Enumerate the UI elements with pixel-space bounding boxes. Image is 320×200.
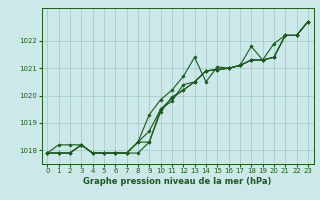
X-axis label: Graphe pression niveau de la mer (hPa): Graphe pression niveau de la mer (hPa) bbox=[84, 177, 272, 186]
